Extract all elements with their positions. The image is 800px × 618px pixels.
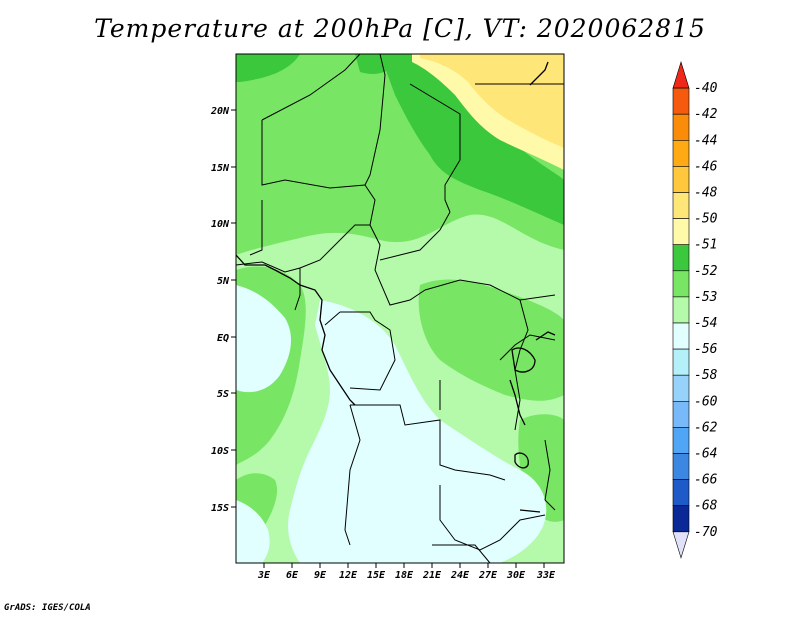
legend-color-box <box>672 479 690 507</box>
lon-label: 27E <box>478 570 498 581</box>
lat-label: 15S <box>211 503 229 514</box>
lat-label: 5N <box>217 276 230 287</box>
contour-region-54-main <box>288 300 547 563</box>
legend-label: -66 <box>694 473 718 488</box>
legend-label: -64 <box>694 447 717 462</box>
contour-region-54-west <box>236 285 292 393</box>
contour-region-50 <box>420 54 564 148</box>
legend-color-box <box>672 348 690 376</box>
legend-color-box <box>672 505 690 533</box>
legend-label: -52 <box>694 264 718 279</box>
legend-label: -60 <box>694 394 718 409</box>
legend-labels: -40 -42 -44 -46 -48 -50 -51 -52 -53 -54 -56 -58 -60 -… <box>694 81 718 540</box>
legend-color-box <box>672 113 690 141</box>
legend-color-box <box>672 531 690 559</box>
contour-region-54-sw <box>236 500 270 563</box>
legend-color-box <box>672 427 690 454</box>
coastlines-lakes <box>235 61 556 513</box>
lon-label: 30E <box>506 570 526 581</box>
lat-label: EQ <box>217 333 229 344</box>
legend-color-box <box>672 166 690 193</box>
lon-label: 18E <box>395 570 414 581</box>
lon-label: 15E <box>367 570 386 581</box>
legend-color-box <box>672 140 690 167</box>
lat-label: 5S <box>217 389 229 400</box>
legend-color-box <box>672 270 690 298</box>
legend-color-boxes <box>672 60 690 559</box>
lon-label: 33E <box>536 570 556 581</box>
legend-label: -70 <box>694 525 718 540</box>
lon-label: 6E <box>286 570 299 581</box>
legend-label: -48 <box>694 186 718 201</box>
lat-label: 20N <box>210 106 230 117</box>
legend-label: -50 <box>694 212 718 227</box>
legend-color-box <box>672 244 690 272</box>
legend-label: -62 <box>694 420 718 435</box>
legend-label: -46 <box>694 159 718 174</box>
legend-color-box <box>672 322 690 350</box>
legend-color-box <box>672 374 690 402</box>
legend-label: -68 <box>694 499 718 514</box>
legend-color-box <box>672 296 690 324</box>
legend-label: -56 <box>694 342 718 357</box>
legend-label: -54 <box>694 316 717 331</box>
contour-region-52-top <box>355 54 400 74</box>
legend-color-box <box>672 87 690 115</box>
lon-label: 24E <box>450 570 470 581</box>
contour-region-52-nw <box>236 54 300 82</box>
legend-color-box <box>672 192 690 219</box>
legend-label: -51 <box>694 238 717 253</box>
map-title: Temperature at 200hPa [C], VT: 202006281… <box>94 14 706 43</box>
country-boundaries <box>235 53 564 564</box>
lon-label: 12E <box>339 570 358 581</box>
lat-label: 15N <box>211 163 230 174</box>
lon-ticks <box>263 563 545 568</box>
lon-label: 3E <box>257 570 271 581</box>
legend-label: -44 <box>694 133 717 148</box>
legend-label: -40 <box>694 81 718 96</box>
legend-label: -42 <box>694 107 718 122</box>
map-frame <box>235 53 565 564</box>
legend-label: -53 <box>694 290 717 305</box>
lon-label: 9E <box>314 570 327 581</box>
legend-color-box <box>672 453 690 480</box>
legend-color-box <box>672 60 690 89</box>
lat-label: 10N <box>211 219 230 230</box>
grads-credit: GrADS: IGES/COLA <box>4 603 91 613</box>
lat-ticks <box>231 109 236 508</box>
legend-color-box <box>672 400 690 428</box>
legend-color-box <box>672 218 690 246</box>
lat-label: 10S <box>211 446 229 457</box>
legend-label: -58 <box>694 368 718 383</box>
lon-label: 21E <box>422 570 442 581</box>
contour-region-52-ne <box>380 54 564 225</box>
